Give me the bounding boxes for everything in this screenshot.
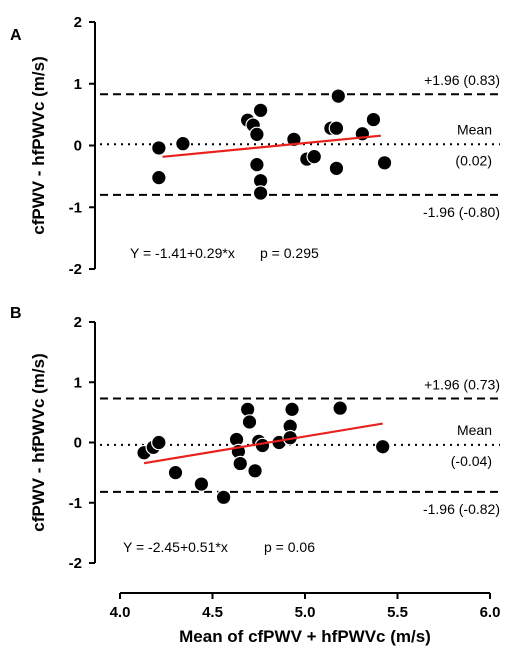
data-point <box>249 126 265 143</box>
data-point <box>376 154 393 171</box>
y-tick-label: -2 <box>69 555 82 572</box>
data-point <box>252 102 269 119</box>
regression-line <box>162 134 381 158</box>
y-axis-label: cfPWV - hfPWVc (m/s) <box>29 56 48 235</box>
data-point <box>151 140 167 156</box>
x-tick-label: 5.0 <box>295 604 316 621</box>
data-point <box>151 434 167 451</box>
x-tick-label: 4.5 <box>202 604 223 621</box>
x-tick-label: 5.5 <box>387 604 408 621</box>
y-tick-label: 2 <box>74 14 82 31</box>
mean-value-label: (0.02) <box>455 152 492 168</box>
mean-label: Mean <box>457 121 492 137</box>
data-point <box>193 476 210 492</box>
mean-label: Mean <box>457 422 492 438</box>
regression-p-value: p = 0.295 <box>260 245 319 261</box>
data-point <box>247 463 263 479</box>
y-tick-label: -1 <box>69 199 82 216</box>
y-tick-label: 0 <box>74 435 82 452</box>
regression-p-value: p = 0.06 <box>264 539 315 555</box>
data-point <box>254 437 271 454</box>
data-point <box>330 88 347 104</box>
regression-line <box>143 422 383 465</box>
panel-a: A 2 1 0 -1 -2 cfPWV - hfPWVc (m/s) +1.96 (0.83)… <box>10 14 500 278</box>
y-tick-label: 1 <box>74 76 82 93</box>
data-point <box>239 401 256 418</box>
data-point <box>215 489 232 506</box>
y-tick-label: 2 <box>74 314 82 331</box>
x-axis-label: Mean of cfPWV + hfPWVc (m/s) <box>179 627 431 646</box>
data-point <box>374 438 391 455</box>
upper-limit-label: +1.96 (0.83) <box>424 72 500 88</box>
data-point <box>252 185 269 201</box>
x-tick-label: 4.0 <box>110 604 131 621</box>
regression-equation: Y = -1.41+0.29*x <box>130 245 235 261</box>
data-point <box>332 400 348 416</box>
data-point <box>328 120 345 137</box>
regression-equation: Y = -2.45+0.51*x <box>123 539 228 555</box>
y-tick-label: 0 <box>74 138 82 155</box>
y-axis-label: cfPWV - hfPWVc (m/s) <box>29 353 48 532</box>
panel-label: A <box>10 27 22 44</box>
y-tick-label: 1 <box>74 374 82 391</box>
data-point <box>365 111 382 128</box>
x-tick-label: 6.0 <box>480 604 501 621</box>
data-point <box>306 148 323 165</box>
data-point <box>284 401 300 418</box>
mean-value-label: (-0.04) <box>451 453 492 469</box>
data-point <box>241 414 258 430</box>
y-tick-label: -2 <box>69 261 82 278</box>
panel-label: B <box>10 305 22 322</box>
data-point <box>167 464 184 481</box>
data-point <box>151 169 167 186</box>
data-point <box>328 160 345 177</box>
y-tick-label: -1 <box>69 495 82 512</box>
upper-limit-label: +1.96 (0.73) <box>424 377 500 393</box>
panel-b: B 2 1 0 -1 -2 cfPWV - hfPWVc (m/s) +1.96 (0.73)… <box>10 305 500 646</box>
data-point <box>249 156 265 173</box>
data-point <box>232 455 249 472</box>
lower-limit-label: -1.96 (-0.82) <box>423 501 500 517</box>
data-point <box>175 135 191 152</box>
lower-limit-label: -1.96 (-0.80) <box>423 204 500 220</box>
